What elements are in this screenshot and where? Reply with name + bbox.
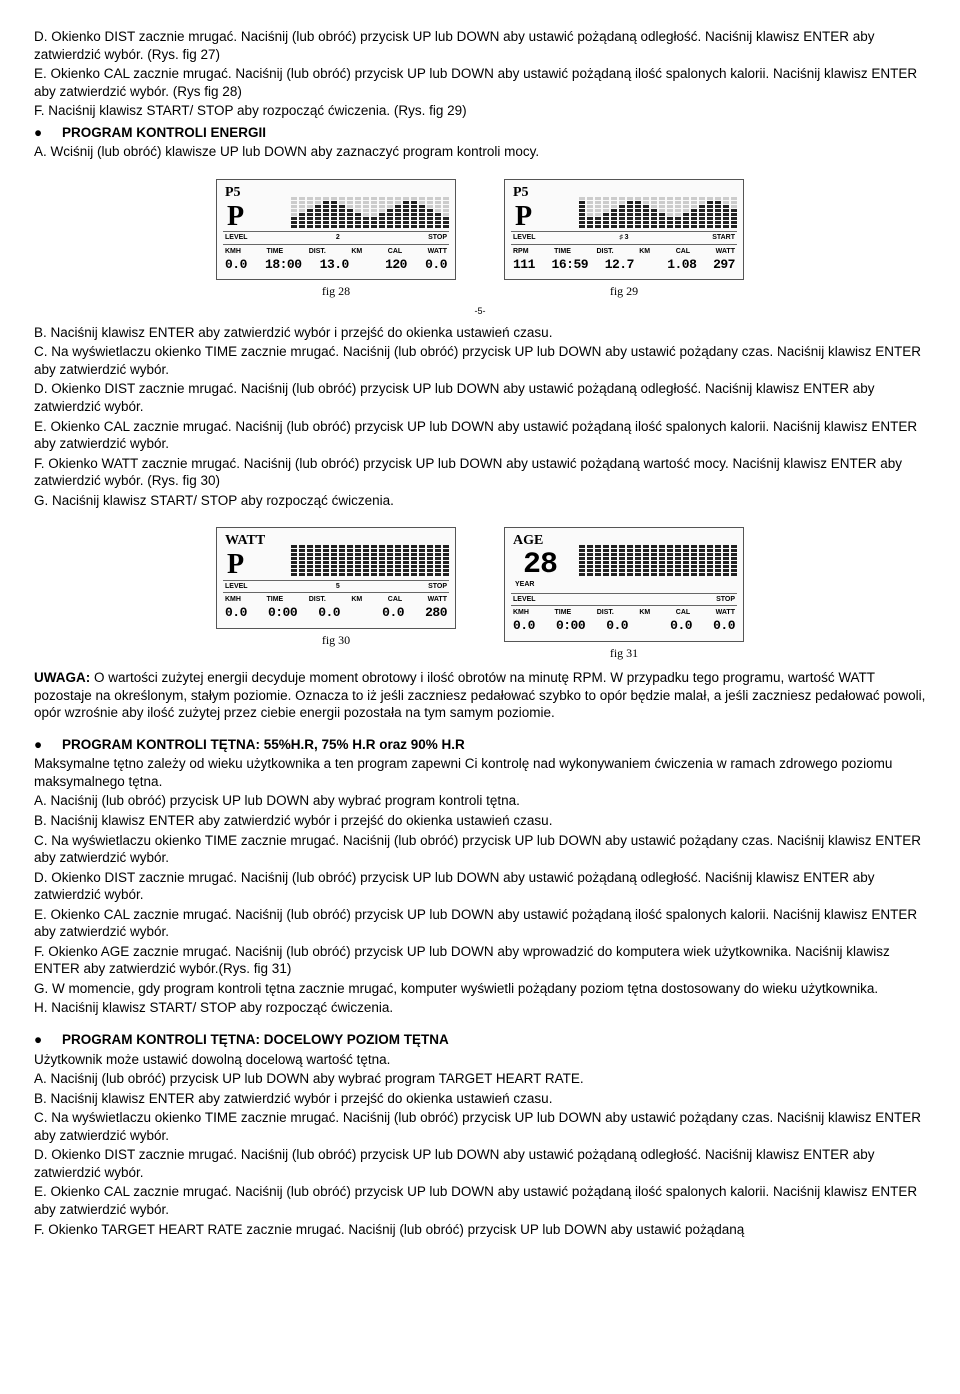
sec2-item-1: B. Naciśnij klawisz ENTER aby zatwierdzi… <box>34 812 926 830</box>
lcd-display-29: P5PLEVEL♯ 3STARTRPMTIMEDIST.KMCALWATT111… <box>504 179 744 281</box>
sec3-item-0: A. Naciśnij (lub obróć) przycisk UP lub … <box>34 1070 926 1088</box>
sec1-item-2: D. Okienko DIST zacznie mrugać. Naciśnij… <box>34 380 926 415</box>
sec2-intro: Maksymalne tętno zależy od wieku użytkow… <box>34 755 926 790</box>
fig-caption: fig 29 <box>504 284 744 300</box>
fig-caption: fig 28 <box>216 284 456 300</box>
sec1-item-0: B. Naciśnij klawisz ENTER aby zatwierdzi… <box>34 324 926 342</box>
section-target-hr-title: ●PROGRAM KONTROLI TĘTNA: DOCELOWY POZIOM… <box>34 1031 926 1049</box>
sec3-item-1: B. Naciśnij klawisz ENTER aby zatwierdzi… <box>34 1090 926 1108</box>
sec3-intro: Użytkownik może ustawić dowolną docelową… <box>34 1051 926 1069</box>
top-para-0: D. Okienko DIST zacznie mrugać. Naciśnij… <box>34 28 926 63</box>
section-hr-title: ●PROGRAM KONTROLI TĘTNA: 55%H.R, 75% H.R… <box>34 736 926 754</box>
section-title-text: PROGRAM KONTROLI ENERGII <box>62 125 266 140</box>
figs-row-30-31: WATTPLEVEL5STOPKMHTIMEDIST.KMCALWATT0.00… <box>34 527 926 661</box>
sec2-item-5: F. Okienko AGE zacznie mrugać. Naciśnij … <box>34 943 926 978</box>
fig-caption: fig 31 <box>504 646 744 662</box>
fig-28: P5PLEVEL2STOPKMHTIMEDIST.KMCALWATT0.018:… <box>216 179 456 300</box>
section-title-text: PROGRAM KONTROLI TĘTNA: 55%H.R, 75% H.R … <box>62 737 465 752</box>
section-title-text: PROGRAM KONTROLI TĘTNA: DOCELOWY POZIOM … <box>62 1032 449 1047</box>
sec2-item-7: H. Naciśnij klawisz START/ STOP aby rozp… <box>34 999 926 1017</box>
top-para-1: E. Okienko CAL zacznie mrugać. Naciśnij … <box>34 65 926 100</box>
sec3-item-2: C. Na wyświetlaczu okienko TIME zacznie … <box>34 1109 926 1144</box>
sec1-item-3: E. Okienko CAL zacznie mrugać. Naciśnij … <box>34 418 926 453</box>
sec2-item-4: E. Okienko CAL zacznie mrugać. Naciśnij … <box>34 906 926 941</box>
uwaga-para: UWAGA: O wartości zużytej energii decydu… <box>34 669 926 722</box>
fig-31: AGE28YEARLEVELSTOPKMHTIMEDIST.KMCALWATT0… <box>504 527 744 661</box>
top-para-2: F. Naciśnij klawisz START/ STOP aby rozp… <box>34 102 926 120</box>
lcd-display-30: WATTPLEVEL5STOPKMHTIMEDIST.KMCALWATT0.00… <box>216 527 456 629</box>
lcd-display-28: P5PLEVEL2STOPKMHTIMEDIST.KMCALWATT0.018:… <box>216 179 456 281</box>
sec2-item-3: D. Okienko DIST zacznie mrugać. Naciśnij… <box>34 869 926 904</box>
lcd-display-31: AGE28YEARLEVELSTOPKMHTIMEDIST.KMCALWATT0… <box>504 527 744 641</box>
fig-29: P5PLEVEL♯ 3STARTRPMTIMEDIST.KMCALWATT111… <box>504 179 744 300</box>
uwaga-label: UWAGA: <box>34 670 90 685</box>
sec1-item-4: F. Okienko WATT zacznie mrugać. Naciśnij… <box>34 455 926 490</box>
fig-caption: fig 30 <box>216 633 456 649</box>
sec3-item-3: D. Okienko DIST zacznie mrugać. Naciśnij… <box>34 1146 926 1181</box>
uwaga-text: O wartości zużytej energii decyduje mome… <box>34 670 925 720</box>
section-energy-title: ●PROGRAM KONTROLI ENERGII <box>34 124 926 142</box>
sec2-item-2: C. Na wyświetlaczu okienko TIME zacznie … <box>34 832 926 867</box>
sec1-item-a: A. Wciśnij (lub obróć) klawisze UP lub D… <box>34 143 926 161</box>
sec3-item-4: E. Okienko CAL zacznie mrugać. Naciśnij … <box>34 1183 926 1218</box>
sec2-item-6: G. W momencie, gdy program kontroli tętn… <box>34 980 926 998</box>
sec1-item-1: C. Na wyświetlaczu okienko TIME zacznie … <box>34 343 926 378</box>
page-number: -5- <box>34 306 926 318</box>
sec2-item-0: A. Naciśnij (lub obróć) przycisk UP lub … <box>34 792 926 810</box>
sec3-item-5: F. Okienko TARGET HEART RATE zacznie mru… <box>34 1221 926 1239</box>
sec1-item-5: G. Naciśnij klawisz START/ STOP aby rozp… <box>34 492 926 510</box>
figs-row-28-29: P5PLEVEL2STOPKMHTIMEDIST.KMCALWATT0.018:… <box>34 179 926 300</box>
fig-30: WATTPLEVEL5STOPKMHTIMEDIST.KMCALWATT0.00… <box>216 527 456 661</box>
